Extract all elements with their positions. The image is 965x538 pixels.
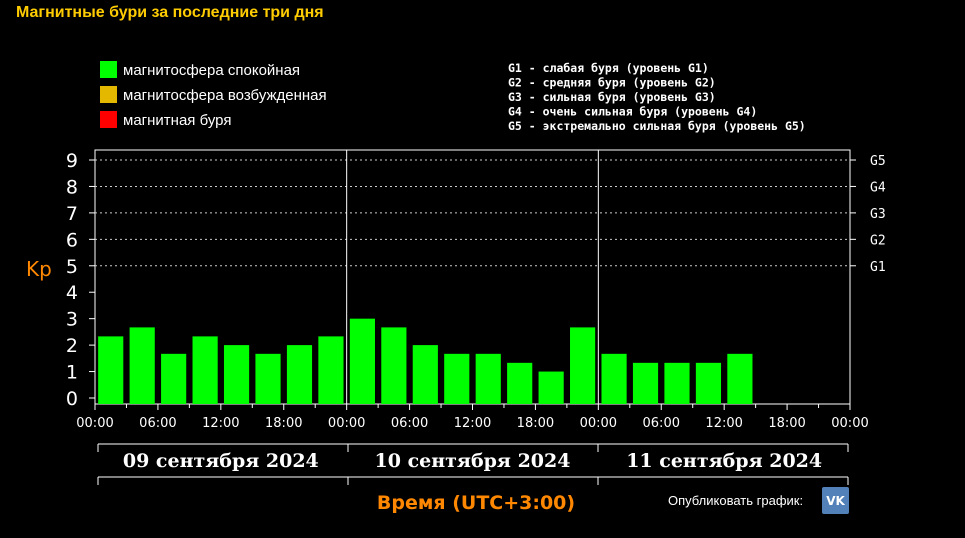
right-tick-label: G1 xyxy=(870,260,886,275)
y-tick-label: 5 xyxy=(66,256,78,278)
bar xyxy=(381,327,407,404)
publish-label: Опубликовать график: xyxy=(668,493,804,508)
right-tick-label: G5 xyxy=(870,154,886,169)
x-tick-label: 12:00 xyxy=(454,416,491,431)
y-tick-label: 4 xyxy=(66,282,78,304)
right-tick-label: G3 xyxy=(870,207,886,222)
page-title: Магнитные бури за последние три дня xyxy=(16,4,324,21)
bar xyxy=(412,345,438,404)
bar xyxy=(98,336,124,404)
x-axis-label: Время (UTC+3:00) xyxy=(377,492,575,514)
x-tick-label: 06:00 xyxy=(643,416,680,431)
bar xyxy=(507,362,533,404)
day-label: 11 сентября 2024 xyxy=(626,450,822,472)
x-tick-label: 00:00 xyxy=(76,416,113,431)
bar xyxy=(444,353,470,404)
bar xyxy=(601,353,627,404)
bar xyxy=(727,353,753,404)
legend-swatch-2 xyxy=(100,86,117,103)
g-scale-line-1: G1 - слабая буря (уровень G1) xyxy=(508,61,709,75)
g-scale-line-5: G5 - экстремально сильная буря (уровень … xyxy=(508,119,806,133)
y-tick-label: 3 xyxy=(66,309,78,331)
x-tick-label: 06:00 xyxy=(139,416,176,431)
x-tick-label: 00:00 xyxy=(580,416,617,431)
bar xyxy=(161,353,187,404)
bar xyxy=(255,353,281,404)
y-tick-label: 9 xyxy=(66,150,78,172)
y-tick-label: 1 xyxy=(66,362,78,384)
bar xyxy=(664,362,690,404)
bar xyxy=(192,336,218,404)
x-tick-label: 12:00 xyxy=(705,416,742,431)
g-scale-line-4: G4 - очень сильная буря (уровень G4) xyxy=(508,105,757,119)
vk-share-button[interactable]: VK xyxy=(822,487,849,514)
g-scale-line-2: G2 - средняя буря (уровень G2) xyxy=(508,76,716,90)
x-tick-label: 06:00 xyxy=(391,416,428,431)
bar xyxy=(286,345,313,404)
bar xyxy=(349,318,375,404)
y-tick-label: 7 xyxy=(66,203,78,225)
x-tick-label: 00:00 xyxy=(831,416,868,431)
x-tick-label: 00:00 xyxy=(328,416,365,431)
day-label: 09 сентября 2024 xyxy=(123,450,319,472)
bar xyxy=(223,345,250,404)
right-tick-label: G4 xyxy=(870,180,886,195)
y-tick-label: 0 xyxy=(66,388,78,410)
x-tick-label: 12:00 xyxy=(202,416,239,431)
x-tick-label: 18:00 xyxy=(768,416,805,431)
vk-icon: VK xyxy=(826,493,845,508)
g-scale-line-3: G3 - сильная буря (уровень G3) xyxy=(508,90,716,104)
bar xyxy=(632,362,659,404)
y-tick-label: 8 xyxy=(66,176,78,198)
bar xyxy=(475,353,501,404)
legend-swatch-3 xyxy=(100,111,117,128)
legend-label-1: магнитосфера спокойная xyxy=(123,62,300,79)
legend-label-2: магнитосфера возбужденная xyxy=(123,87,327,104)
bar xyxy=(695,362,722,404)
x-tick-label: 18:00 xyxy=(517,416,554,431)
y-tick-label: 6 xyxy=(66,229,78,251)
bar xyxy=(318,336,344,404)
y-tick-label: 2 xyxy=(66,335,78,357)
bar xyxy=(538,371,564,404)
legend-label-3: магнитная буря xyxy=(123,112,231,129)
y-axis-label: Kp xyxy=(26,257,52,281)
right-tick-label: G2 xyxy=(870,233,886,248)
legend-swatch-1 xyxy=(100,61,117,78)
x-tick-label: 18:00 xyxy=(265,416,302,431)
bar xyxy=(129,327,155,404)
bar xyxy=(570,327,596,404)
day-label: 10 сентября 2024 xyxy=(375,450,571,472)
